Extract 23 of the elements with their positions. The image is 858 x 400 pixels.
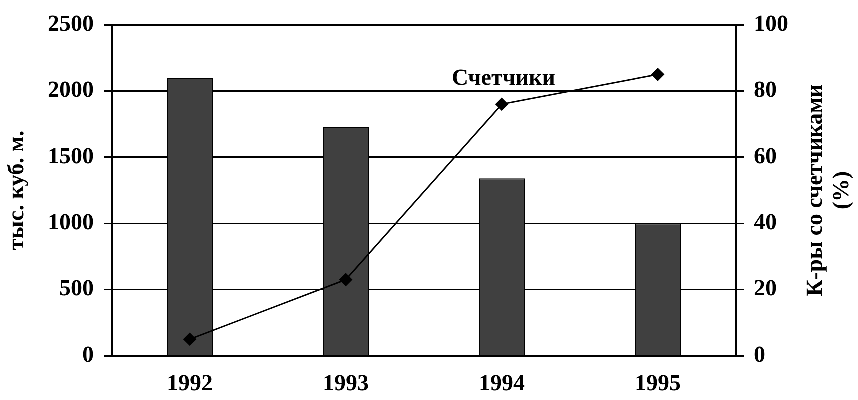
x-tick-label: 1993 <box>323 370 369 396</box>
point <box>184 332 196 346</box>
y-tick-label: 500 <box>60 276 94 301</box>
y-tick-label: 1000 <box>48 210 94 235</box>
y-tick-label: 2000 <box>48 77 94 102</box>
point <box>652 68 664 82</box>
x-tick-label: 1994 <box>479 370 526 396</box>
y2-tick-label: 40 <box>754 210 777 235</box>
y2-tick-label: 80 <box>754 77 777 102</box>
y2-axis-title: К-ры со счетчиками (%) <box>802 84 854 297</box>
y-tick-label: 0 <box>82 342 94 367</box>
point <box>496 98 508 111</box>
x-tick-label: 1995 <box>635 370 681 396</box>
y-axis-title: тыс. куб. м. <box>4 130 29 250</box>
y2-tick-label: 0 <box>754 342 766 367</box>
y-tick-label: 2500 <box>48 10 94 36</box>
y-tick-label: 1500 <box>48 143 94 168</box>
x-tick-label: 1992 <box>167 370 213 396</box>
y2-tick-label: 100 <box>754 10 788 36</box>
y2-tick-label: 20 <box>754 276 777 301</box>
point <box>340 273 352 286</box>
series-label: Счетчики <box>452 64 556 90</box>
y2-tick-label: 60 <box>754 143 777 168</box>
